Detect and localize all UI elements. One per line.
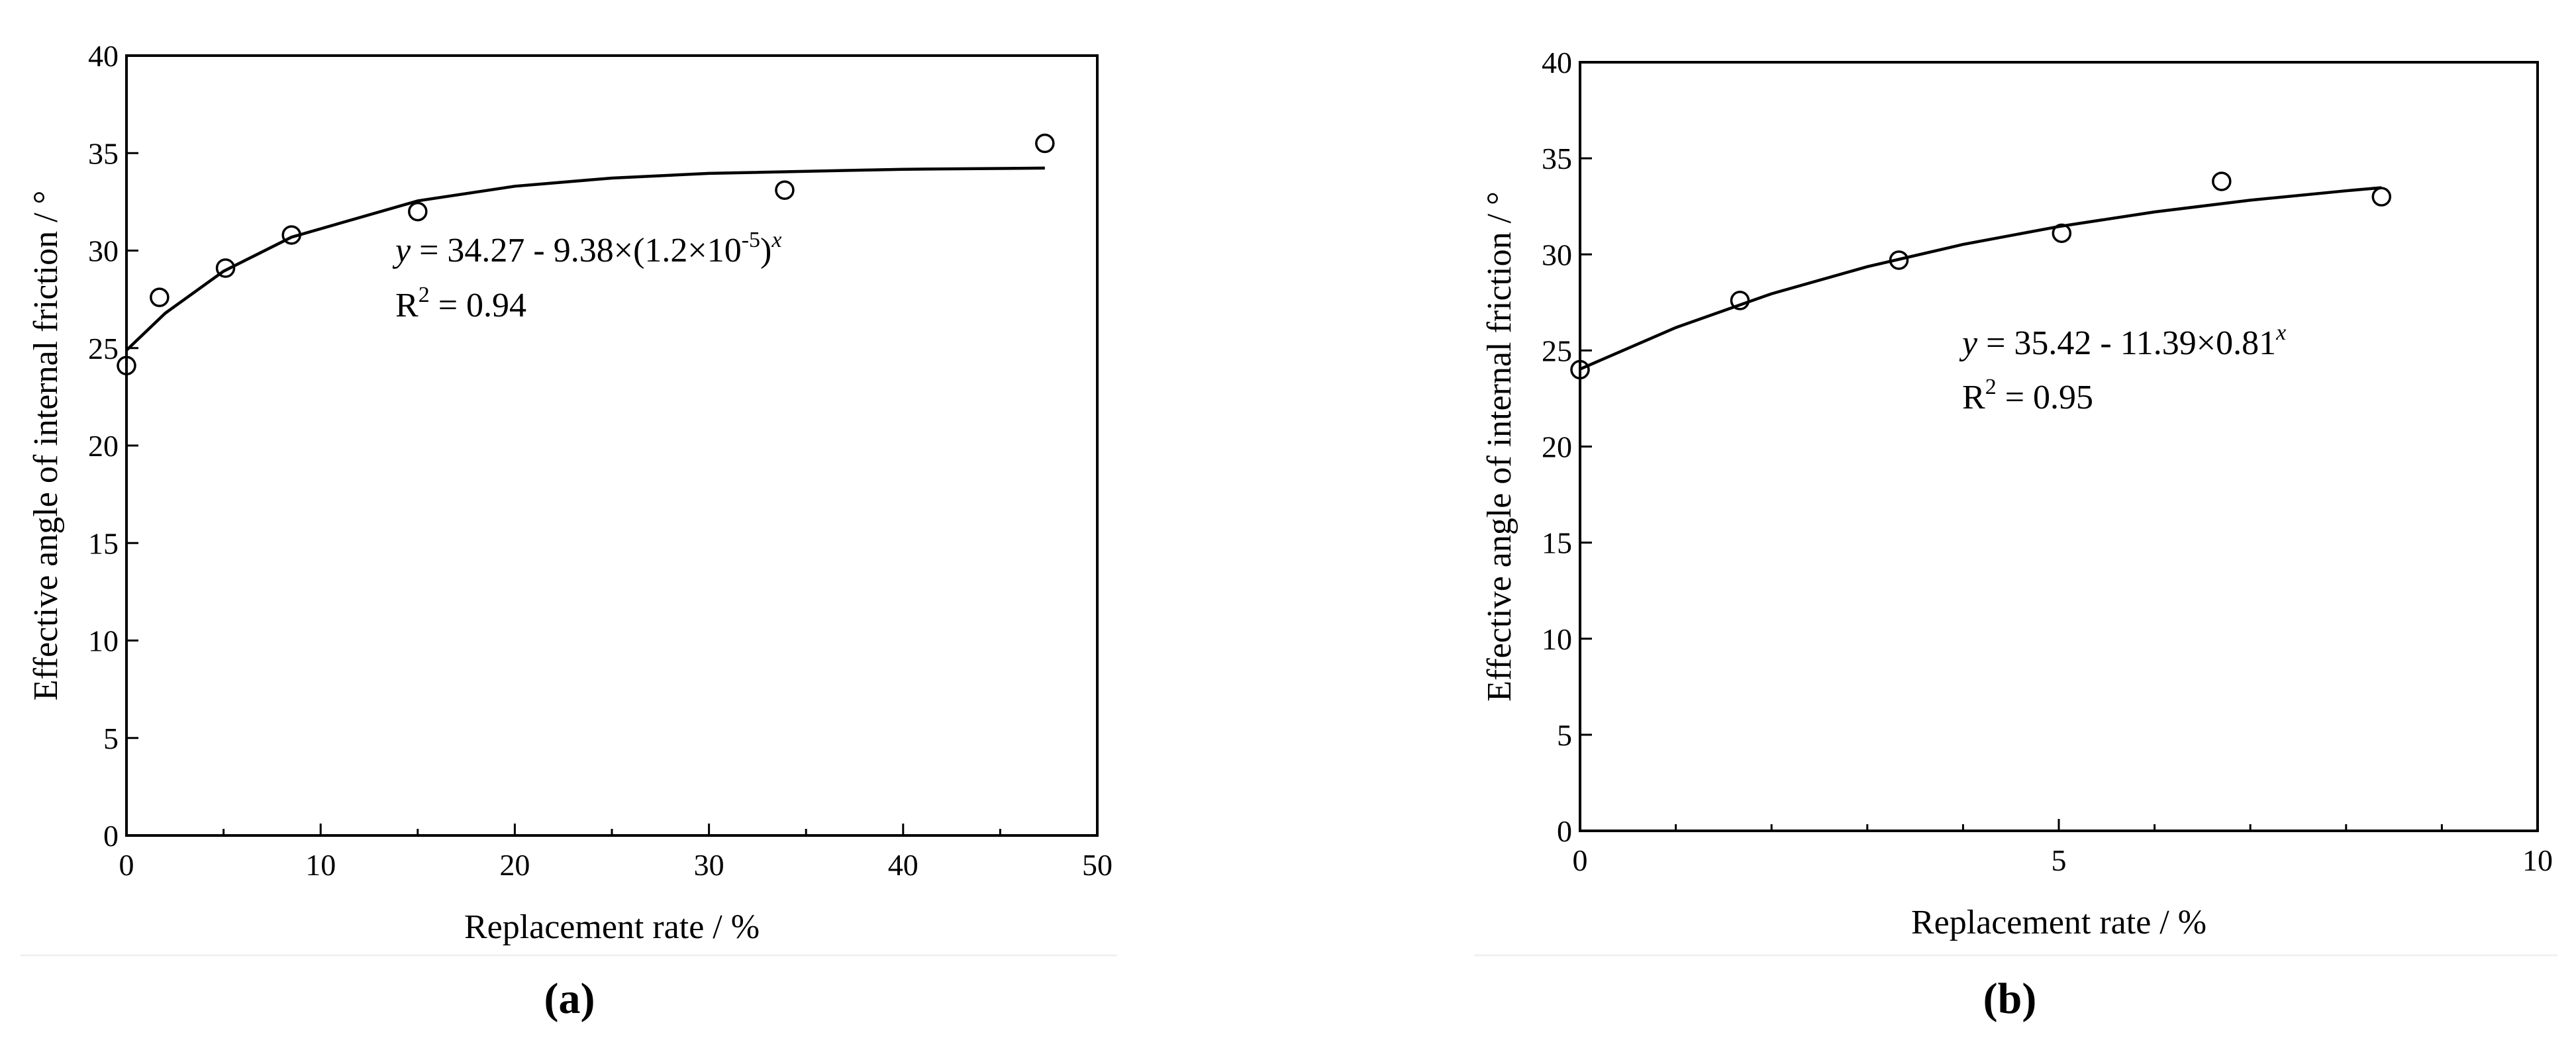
x-tick-label: 20 bbox=[499, 848, 530, 882]
plot-frame bbox=[1579, 61, 2539, 832]
x-tick-label: 10 bbox=[305, 848, 336, 882]
annotation-run: 2 bbox=[419, 283, 430, 307]
x-tick-label: 10 bbox=[2522, 843, 2553, 877]
data-point bbox=[150, 287, 170, 307]
chart-panel: 0 10 20 30 40 50 0 5 10 15 20 25 30 35 40 Replacement r… bbox=[21, 39, 1117, 1023]
data-point bbox=[2371, 187, 2392, 207]
annotation-run: y bbox=[392, 232, 411, 269]
data-point bbox=[1570, 359, 1590, 380]
y-tick-label: 20 bbox=[1542, 430, 1572, 464]
data-point bbox=[1035, 133, 1055, 154]
y-tick-label: 15 bbox=[88, 526, 119, 560]
y-tick-label: 40 bbox=[1542, 46, 1572, 79]
plot-frame bbox=[125, 54, 1099, 837]
annotation-run: ) bbox=[760, 232, 771, 269]
annotation-run: y bbox=[1959, 324, 1978, 362]
annotation: y = 35.42 - 11.39×0.81x bbox=[1959, 320, 2286, 362]
y-tick-label: 0 bbox=[1557, 814, 1572, 848]
annotation-run: x bbox=[771, 228, 781, 252]
annotation-run: R bbox=[395, 287, 419, 324]
x-tick-label: 30 bbox=[694, 848, 724, 882]
y-tick-label: 20 bbox=[88, 429, 119, 463]
y-tick-label: 10 bbox=[88, 624, 119, 658]
data-point bbox=[408, 201, 428, 222]
x-axis-title: Replacement rate / % bbox=[1911, 904, 2206, 941]
fit-curve bbox=[125, 166, 1045, 352]
x-axis-title: Replacement rate / % bbox=[464, 908, 760, 946]
x-tick-label: 5 bbox=[2052, 843, 2067, 877]
chart-panel: 0 5 10 0 5 10 15 20 25 30 35 40 Replacement rate / %… bbox=[1474, 46, 2557, 1023]
annotation-run: 2 bbox=[1985, 375, 1997, 399]
data-point bbox=[775, 180, 795, 200]
annotation-run: = 0.95 bbox=[1997, 379, 2093, 416]
y-axis-title: Effective angle of internal friction / ° bbox=[27, 191, 65, 701]
x-tick-label: 50 bbox=[1082, 848, 1113, 882]
data-point bbox=[2212, 171, 2232, 191]
y-tick-label: 30 bbox=[88, 234, 119, 268]
y-tick-label: 40 bbox=[88, 39, 119, 73]
data-point bbox=[117, 356, 136, 376]
annotation-run: -5 bbox=[742, 228, 760, 252]
x-tick-label: 40 bbox=[888, 848, 918, 882]
annotation-run: = 34.27 - 9.38×(1.2×10 bbox=[411, 232, 742, 269]
y-tick-label: 30 bbox=[1542, 238, 1572, 271]
annotation-run: = 35.42 - 11.39×0.81 bbox=[1977, 324, 2276, 362]
y-tick-label: 35 bbox=[88, 136, 119, 170]
annotation: y = 34.27 - 9.38×(1.2×10-5)x bbox=[392, 228, 781, 269]
annotation: R2 = 0.94 bbox=[395, 283, 526, 324]
y-tick-label: 10 bbox=[1542, 622, 1572, 656]
annotation-run: = 0.94 bbox=[430, 287, 526, 324]
y-tick-label: 5 bbox=[103, 722, 119, 755]
x-tick-label: 0 bbox=[1573, 843, 1588, 877]
fit-curve bbox=[1579, 186, 2382, 371]
annotation: R2 = 0.95 bbox=[1962, 375, 2093, 416]
x-tick-label: 0 bbox=[119, 848, 134, 882]
y-tick-label: 35 bbox=[1542, 142, 1572, 175]
y-tick-label: 0 bbox=[103, 819, 119, 853]
annotation-run: R bbox=[1962, 379, 1985, 416]
y-tick-label: 25 bbox=[88, 332, 119, 365]
annotation-run: x bbox=[2275, 320, 2286, 345]
data-point bbox=[215, 258, 236, 278]
panel-label: (a) bbox=[544, 975, 595, 1023]
y-tick-label: 15 bbox=[1542, 526, 1572, 560]
y-tick-label: 25 bbox=[1542, 334, 1572, 367]
y-axis-title: Effective angle of internal friction / ° bbox=[1481, 191, 1518, 702]
panel-label: (b) bbox=[1983, 975, 2037, 1023]
y-tick-label: 5 bbox=[1557, 718, 1572, 752]
